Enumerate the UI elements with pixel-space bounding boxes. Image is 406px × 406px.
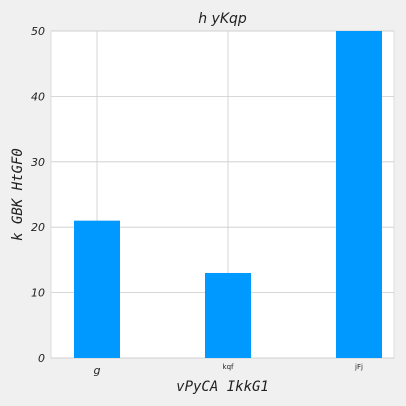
y-tick-label: 40 <box>31 90 45 103</box>
x-tick-label: g <box>94 364 101 377</box>
y-tick-label: 30 <box>31 156 45 169</box>
y-axis-label: k GBK HtGF0 <box>10 148 26 241</box>
x-tick-label: kqf <box>223 363 234 371</box>
y-tick-label: 20 <box>31 221 45 234</box>
y-tick-labels: 0 10 20 30 40 50 <box>31 25 45 365</box>
x-axis-label: vPyCA IkkG1 <box>176 379 269 395</box>
y-tick-label: 10 <box>31 287 45 300</box>
x-tick-label: jFj <box>354 363 363 371</box>
bar-jFj <box>336 31 382 358</box>
chart-title: h yKqp <box>198 11 247 27</box>
x-tick-labels: g kqf jFj <box>94 363 364 377</box>
y-tick-label: 0 <box>38 352 45 365</box>
bar-kqf <box>205 272 251 358</box>
bars <box>74 31 382 358</box>
bar-g <box>74 220 120 358</box>
y-tick-label: 50 <box>31 25 45 38</box>
